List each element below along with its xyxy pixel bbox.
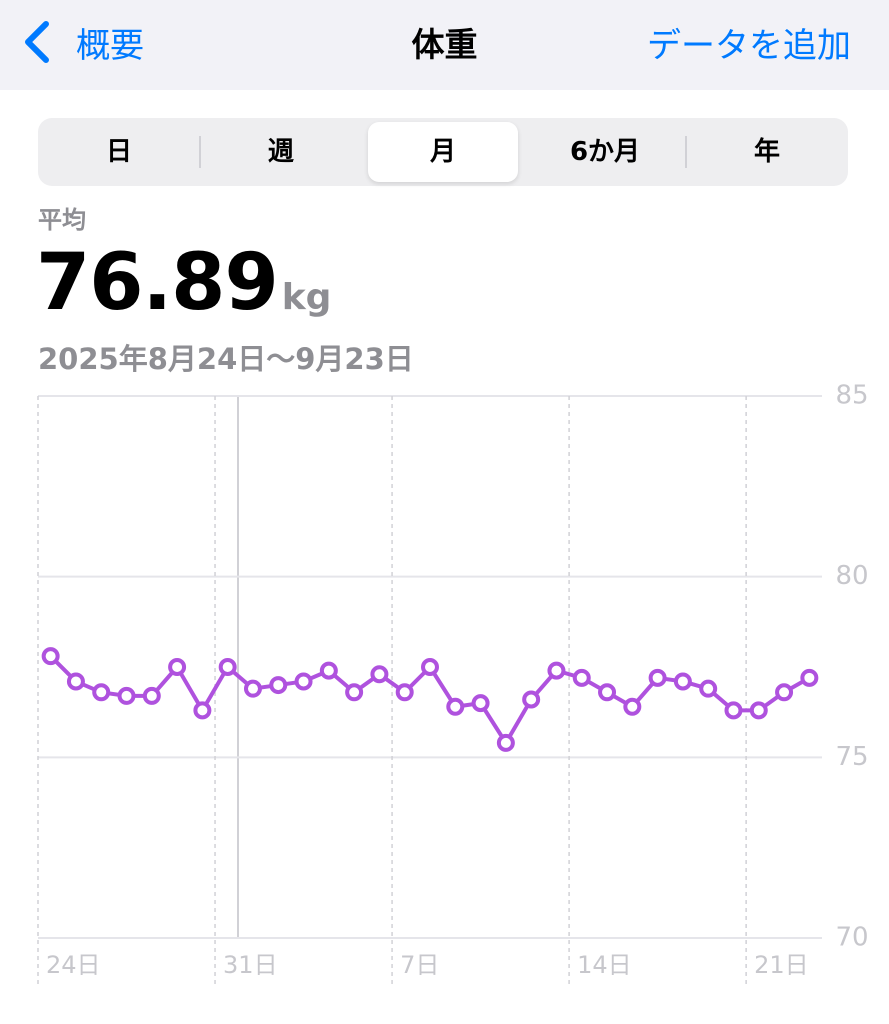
back-button[interactable]: 概要 — [76, 26, 144, 66]
data-point — [775, 683, 794, 702]
data-point — [471, 694, 490, 713]
segment-separator — [199, 136, 201, 168]
data-point — [218, 658, 237, 676]
y-tick-label: 85 — [835, 381, 868, 411]
data-point — [522, 690, 541, 709]
y-tick-label: 70 — [835, 923, 868, 953]
back-chevron[interactable] — [20, 18, 54, 66]
data-point — [446, 697, 465, 716]
data-point — [92, 683, 111, 702]
data-point — [572, 668, 591, 687]
data-point — [142, 686, 161, 705]
data-point — [648, 668, 667, 687]
data-point — [395, 683, 414, 702]
data-point — [724, 701, 743, 720]
average-unit: kg — [281, 277, 332, 318]
data-point — [800, 668, 819, 687]
data-point — [41, 647, 60, 666]
x-tick-label: 31日 — [223, 951, 278, 979]
data-point — [699, 679, 718, 698]
data-point — [117, 686, 136, 705]
data-point — [421, 658, 439, 676]
average-label: 平均 — [38, 206, 86, 234]
chart: 70 75 80 85 24日 31日 7日 14日 21日 — [37, 381, 869, 985]
data-point — [673, 672, 692, 691]
segment[interactable]: 年 — [753, 137, 780, 167]
data-point — [496, 733, 515, 752]
x-tick-label: 24日 — [46, 951, 101, 979]
data-point — [547, 661, 566, 680]
segmented-control: 日 週 月 6か月 年 — [38, 118, 848, 186]
add-data-button[interactable]: データを追加 — [647, 26, 851, 66]
average-value: 76.89 — [36, 238, 279, 328]
segment[interactable]: 日 — [105, 137, 132, 167]
nav-bar: 概要 体重 データを追加 — [0, 0, 889, 90]
y-tick-label: 75 — [835, 742, 868, 772]
data-point — [623, 697, 642, 716]
date-range: 2025年8月24日～9月23日 — [38, 342, 414, 376]
segment[interactable]: 月 — [368, 122, 518, 182]
average: 76.89 kg — [36, 238, 331, 328]
nav-title: 体重 — [411, 25, 478, 64]
data-point — [370, 665, 389, 684]
data-point — [193, 701, 212, 720]
y-tick-label: 80 — [835, 561, 868, 591]
segment[interactable]: 週 — [267, 137, 294, 167]
data-point — [345, 683, 364, 702]
x-tick-label: 21日 — [754, 951, 809, 979]
data-point — [66, 672, 85, 691]
x-tick-label: 7日 — [400, 951, 439, 979]
data-point — [269, 676, 288, 695]
data-point — [319, 661, 338, 680]
segment[interactable]: 6か月 — [569, 137, 641, 167]
segment-separator — [685, 136, 687, 168]
data-point — [598, 683, 617, 702]
data-point — [294, 672, 313, 691]
data-point — [749, 701, 768, 720]
data-point — [168, 658, 187, 676]
x-tick-label: 14日 — [577, 951, 632, 979]
data-point — [243, 679, 262, 698]
